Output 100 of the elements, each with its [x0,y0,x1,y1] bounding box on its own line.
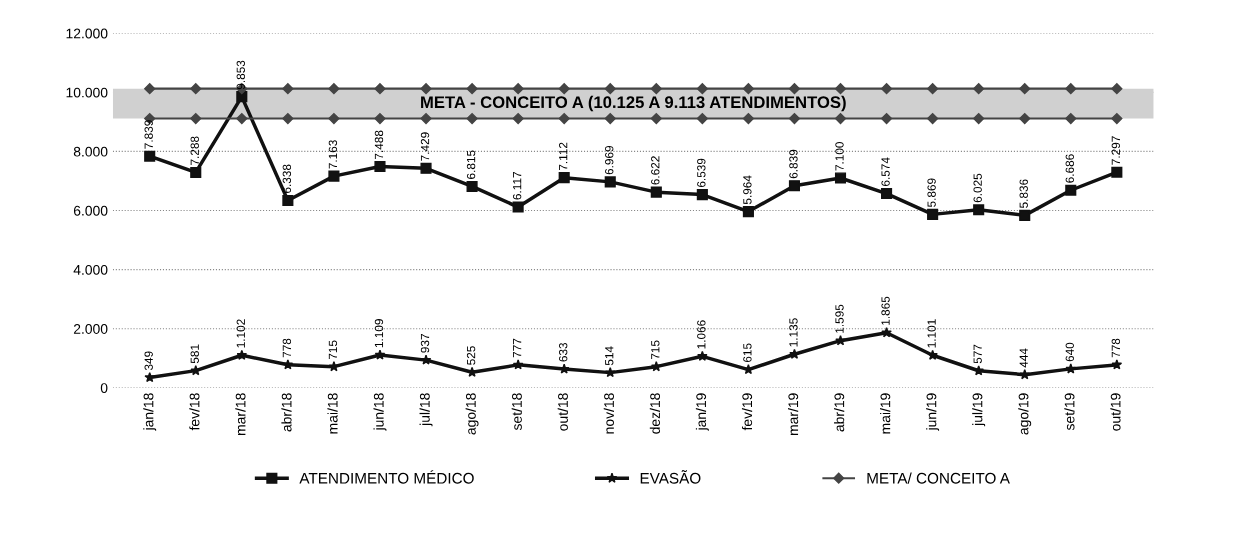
x-tick-label: mai/18 [327,393,338,434]
y-tick-label: 6.000 [73,205,108,216]
data-label: 6.839 [789,149,798,179]
x-tick-label: jun/19 [926,393,940,431]
data-label: 6.686 [1065,154,1074,183]
point [282,83,294,95]
data-label: 6.117 [512,172,522,200]
data-label: 7.100 [835,141,844,171]
legend-label: EVASÃO [640,470,701,484]
point [512,112,524,125]
x-tick-label: ago/18 [465,393,479,435]
point [1111,359,1123,370]
data-label: 6.969 [605,145,614,175]
x-tick-label: fev/19 [741,393,753,431]
point [696,112,708,125]
point [236,112,248,125]
x-tick-label: nov/18 [603,393,614,434]
data-label: 6.574 [881,157,890,187]
point [927,83,939,95]
x-tick-label: out/19 [1110,393,1121,431]
point [512,201,524,213]
data-label: 633 [559,342,568,362]
x-tick-label: dez/18 [649,393,661,434]
y-tick-label: 2.000 [73,324,108,334]
point [558,112,570,125]
point [1065,83,1077,95]
data-label: 715 [651,340,660,360]
point [282,194,294,207]
data-label: 7.288 [190,136,199,165]
data-label: 581 [190,344,199,364]
data-label: 5.964 [743,175,752,205]
data-label: 5.869 [927,178,936,207]
band-label: META - CONCEITO A (10.125 A 9.113 ATENDIMENTOS) [421,95,846,112]
data-label: 1.595 [835,304,844,333]
x-tick-label: jun/18 [373,393,387,431]
point [1065,184,1077,196]
point [788,83,801,95]
data-label: 6.025 [973,173,982,203]
point [466,180,478,192]
x-tick-label: abr/18 [281,393,292,432]
point [650,186,662,198]
y-tick-label: 8.000 [73,146,108,157]
point [466,83,478,95]
point [144,83,156,95]
point [1111,166,1123,178]
point [604,112,616,125]
x-tick-label: set/19 [1064,393,1075,431]
data-label: 6.539 [697,158,706,188]
data-label: 6.815 [466,150,476,179]
point [650,112,662,125]
point [697,350,708,361]
point [880,112,893,125]
point [927,112,939,125]
x-tick-label: jan/18 [143,393,157,431]
data-label: 640 [1065,342,1074,362]
point [927,208,939,220]
point [1019,112,1031,125]
data-label: 7.163 [328,140,338,169]
data-label: 937 [420,334,430,353]
point [420,162,432,174]
data-label: 7.488 [374,130,384,160]
point [788,180,801,192]
point [696,83,708,95]
point [1111,112,1123,125]
y-tick-label: 4.000 [73,264,108,275]
y-tick-label: 0 [100,383,108,393]
point [328,170,340,182]
data-label: 577 [973,344,982,364]
y-tick-label: 10.000 [66,87,108,98]
x-tick-label: ago/19 [1018,393,1032,435]
data-label: 715 [328,340,338,360]
point [190,112,202,125]
x-tick-label: mar/18 [235,393,246,435]
point [420,83,432,95]
point [973,83,985,95]
point [742,112,755,125]
data-label: 6.622 [651,156,660,185]
x-tick-label: jul/18 [419,393,433,427]
data-label: 349 [144,351,153,371]
point [374,160,386,173]
point [420,112,432,125]
x-tick-label: jan/19 [695,393,709,431]
point [742,83,755,95]
y-tick-label: 12.000 [66,28,108,39]
data-label: 777 [513,338,522,358]
data-label: 1.101 [927,319,936,348]
point [144,150,156,162]
data-label: 615 [743,343,752,363]
point [1065,112,1077,125]
point [1019,209,1031,221]
point [512,359,524,370]
point [1065,363,1077,374]
point [881,188,893,200]
point [374,83,386,95]
point [835,335,846,346]
point [1019,369,1031,380]
point [650,83,662,95]
x-tick-label: fev/18 [189,393,200,431]
legend-label: ATENDIMENTO MÉDICO [299,470,474,484]
point [973,204,985,216]
